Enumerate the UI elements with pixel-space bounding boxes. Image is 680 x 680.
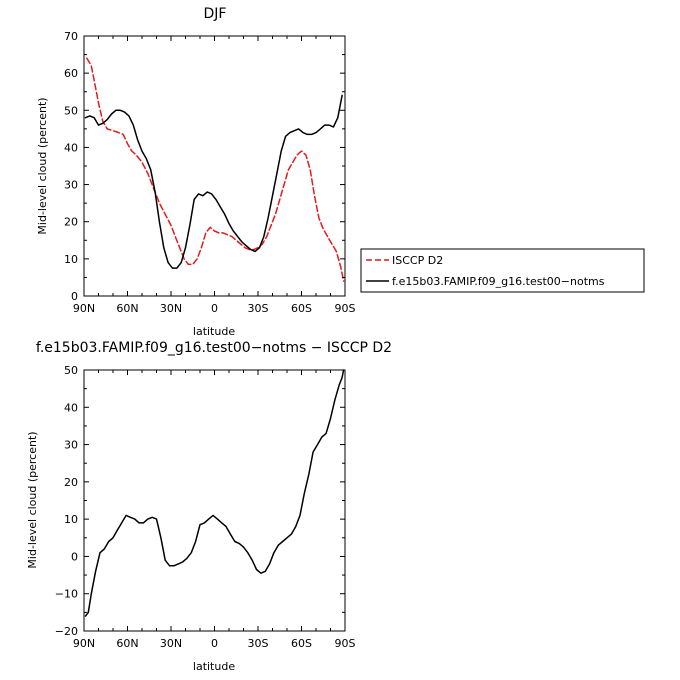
bottom-x-tick-label: 30S (248, 637, 269, 650)
bottom-x-tick-label: 60N (116, 637, 138, 650)
top-axis-ticks: 90N 60N 30N 0 30S 60S 90S 0 10 20 30 40 50 60 70 (64, 30, 356, 315)
top-x-tick-label: 60S (291, 302, 312, 315)
top-panel: DJF 90N 60N 30N 0 30S 60S 90S 0 10 20 30 40 50 60 70 l… (36, 6, 356, 338)
top-x-tick-label: 90N (73, 302, 95, 315)
top-y-tick-label: 30 (64, 179, 78, 192)
bottom-y-axis-label: Mid-level cloud (percent) (26, 431, 39, 568)
bottom-x-tick-label: 0 (211, 637, 218, 650)
top-y-tick-label: 10 (64, 253, 78, 266)
top-series-line-1 (84, 94, 343, 269)
bottom-y-tick-label: 10 (64, 513, 78, 526)
bottom-plot-frame (83, 369, 346, 632)
top-chart-title: DJF (204, 6, 227, 22)
bottom-x-axis-label: latitude (193, 660, 235, 673)
top-x-tick-label: 90S (335, 302, 356, 315)
legend-label-isccp: ISCCP D2 (392, 254, 443, 267)
legend: ISCCP D2 f.e15b03.FAMIP.f09_g16.test00−n… (360, 248, 645, 293)
bottom-series-line-0 (84, 369, 345, 617)
bottom-y-tick-label: 50 (64, 364, 78, 377)
top-y-tick-label: 20 (64, 216, 78, 229)
legend-box (360, 248, 645, 293)
top-chart-marks (84, 57, 345, 282)
top-y-tick-label: 60 (64, 67, 78, 80)
bottom-chart-title: f.e15b03.FAMIP.f09_g16.test00−notms − IS… (36, 340, 392, 356)
bottom-y-tick-label: −10 (55, 588, 78, 601)
top-y-axis-label: Mid-level cloud (percent) (36, 97, 49, 234)
top-x-axis-label: latitude (193, 325, 235, 338)
bottom-x-tick-label: 60S (291, 637, 312, 650)
bottom-y-tick-label: −20 (55, 625, 78, 638)
legend-label-model: f.e15b03.FAMIP.f09_g16.test00−notms (392, 275, 605, 288)
bottom-x-tick-label: 30N (160, 637, 182, 650)
top-series-line-0 (86, 57, 345, 282)
top-y-tick-label: 50 (64, 104, 78, 117)
bottom-y-tick-label: 0 (71, 550, 78, 563)
bottom-y-tick-label: 20 (64, 476, 78, 489)
bottom-x-tick-label: 90S (335, 637, 356, 650)
bottom-x-tick-label: 90N (73, 637, 95, 650)
bottom-panel: f.e15b03.FAMIP.f09_g16.test00−notms − IS… (26, 340, 392, 673)
bottom-axis-ticks: 90N 60N 30N 0 30S 60S 90S −20 −10 0 10 20 30 40 50 (55, 364, 356, 650)
bottom-chart-marks (84, 369, 345, 617)
top-x-tick-label: 0 (211, 302, 218, 315)
top-x-tick-label: 30S (248, 302, 269, 315)
top-x-tick-label: 30N (160, 302, 182, 315)
top-y-tick-label: 40 (64, 141, 78, 154)
top-x-tick-label: 60N (116, 302, 138, 315)
bottom-y-tick-label: 40 (64, 401, 78, 414)
bottom-y-tick-label: 30 (64, 439, 78, 452)
top-y-tick-label: 70 (64, 30, 78, 43)
top-plot-frame (83, 35, 346, 297)
top-y-tick-label: 0 (71, 290, 78, 303)
